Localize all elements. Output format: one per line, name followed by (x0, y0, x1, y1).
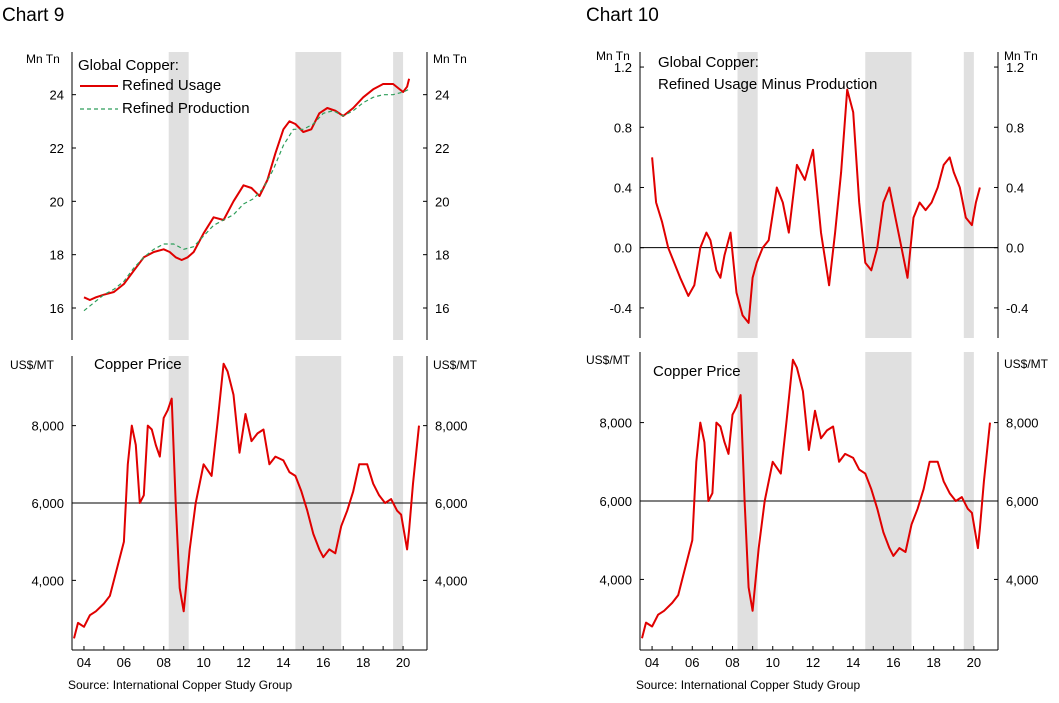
legend-production-label: Refined Production (122, 100, 250, 117)
x-tick-label: 12 (806, 655, 820, 670)
y-tick-label-right: 18 (435, 248, 449, 263)
y-tick-label-right: 20 (435, 194, 449, 209)
chart-10-source: Source: International Copper Study Group (636, 678, 860, 692)
chart-9-source: Source: International Copper Study Group (68, 678, 292, 692)
y-tick-label-right: 0.4 (1006, 180, 1024, 195)
x-tick-label: 04 (77, 655, 91, 670)
y-tick-label-left: 18 (50, 248, 64, 263)
chart-9-bottom-unit-right: US$/MT (433, 358, 478, 372)
y-tick-label-right: 1.2 (1006, 60, 1024, 75)
series-line-copper-price (641, 358, 991, 639)
chart-9-price-title: Copper Price (94, 356, 182, 373)
x-tick-label: 06 (117, 655, 131, 670)
usage-production-panel: 16 16 18 18 20 20 22 22 24 24 (50, 52, 449, 340)
y-tick-label-left: 0.8 (614, 120, 632, 135)
x-tick-label: 10 (766, 655, 780, 670)
y-tick-label-right: 16 (435, 301, 449, 316)
series-line-refined-usage (83, 78, 411, 301)
y-tick-label-left: 8,000 (599, 416, 632, 431)
recession-band-1 (168, 52, 189, 340)
y-tick-label-left: 22 (50, 141, 64, 156)
y-tick-label-right: 4,000 (435, 573, 468, 588)
recession-band-3 (393, 52, 404, 340)
recession-band-2 (295, 52, 342, 340)
series-line-refined-production (83, 88, 410, 312)
series-line-refined-usage-minus-production (651, 88, 981, 324)
x-tick-label: 14 (846, 655, 860, 670)
x-tick-label: 12 (236, 655, 250, 670)
y-tick-label-right: 4,000 (1006, 572, 1039, 587)
y-tick-label-left: 4,000 (31, 573, 64, 588)
y-tick-label-right: 24 (435, 88, 449, 103)
x-tick-label: 16 (886, 655, 900, 670)
y-tick-label-left: 6,000 (599, 494, 632, 509)
chart-10-title-line2: Refined Usage Minus Production (658, 76, 877, 93)
x-tick-label: 10 (196, 655, 210, 670)
x-tick-label: 20 (967, 655, 981, 670)
chart-10-title-line1: Global Copper: (658, 54, 759, 71)
y-tick-label-left: 4,000 (599, 572, 632, 587)
chart-9-title: Chart 9 (2, 5, 64, 26)
chart-9-bottom-unit-left: US$/MT (10, 358, 55, 372)
series-line-copper-price (73, 362, 420, 639)
recession-band-3 (963, 52, 974, 338)
chart-10-top-unit-left: Mn Tn (596, 49, 630, 63)
copper-price-panel-left: 4,000 4,000 6,000 6,000 8,000 8,000 04 06 08 10 12… (31, 356, 468, 670)
y-tick-label-right: -0.4 (1006, 301, 1028, 316)
x-tick-label: 18 (926, 655, 940, 670)
y-tick-label-right: 8,000 (1006, 416, 1039, 431)
y-tick-label-left: 24 (50, 88, 64, 103)
chart-9-legend-title: Global Copper: (78, 57, 179, 74)
x-tick-label: 20 (396, 655, 410, 670)
x-tick-label: 08 (157, 655, 171, 670)
x-tick-label: 18 (356, 655, 370, 670)
y-tick-label-right: 6,000 (1006, 494, 1039, 509)
y-tick-label-right: 8,000 (435, 419, 468, 434)
y-tick-label-right: 6,000 (435, 496, 468, 511)
y-tick-label-left: 16 (50, 301, 64, 316)
y-tick-label-left: 0.4 (614, 180, 632, 195)
recession-band-1 (737, 52, 758, 338)
copper-price-panel-right: 4,000 4,000 6,000 6,000 8,000 8,000 04 06 08 10 12… (599, 352, 1039, 670)
chart-10-price-title: Copper Price (653, 363, 741, 380)
usage-minus-production-panel: -0.4 -0.4 0.0 0.0 0.4 0.4 0.8 0.8 1.2 1.2 (610, 52, 1028, 338)
recession-band-2 (865, 52, 912, 338)
chart-10-bottom-unit-right: US$/MT (1004, 357, 1049, 371)
y-tick-label-left: 20 (50, 194, 64, 209)
x-tick-label: 06 (685, 655, 699, 670)
legend-usage-label: Refined Usage (122, 77, 221, 94)
y-tick-label-right: 22 (435, 141, 449, 156)
chart-10-title: Chart 10 (586, 5, 659, 26)
y-tick-label-right: 0.8 (1006, 120, 1024, 135)
x-tick-label: 16 (316, 655, 330, 670)
y-tick-label-left: 1.2 (614, 60, 632, 75)
chart-9-top-unit-right: Mn Tn (433, 52, 467, 66)
x-tick-label: 08 (725, 655, 739, 670)
chart-10-top-unit-right: Mn Tn (1004, 49, 1038, 63)
chart-10-bottom-unit-left: US$/MT (586, 353, 631, 367)
y-tick-label-right: 0.0 (1006, 241, 1024, 256)
chart-9-top-unit-left: Mn Tn (26, 52, 60, 66)
x-tick-label: 14 (276, 655, 290, 670)
x-tick-label: 04 (645, 655, 659, 670)
y-tick-label-left: 8,000 (31, 419, 64, 434)
y-tick-label-left: 6,000 (31, 496, 64, 511)
y-tick-label-left: 0.0 (614, 241, 632, 256)
y-tick-label-left: -0.4 (610, 301, 632, 316)
